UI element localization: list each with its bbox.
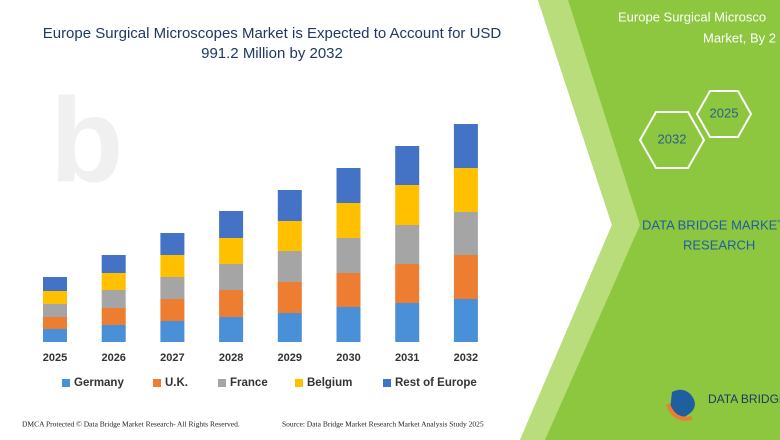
- bar-segment: [101, 290, 126, 308]
- footer: DMCA Protected © Data Bridge Market Rese…: [22, 420, 240, 429]
- legend-swatch: [62, 379, 70, 387]
- x-tick-label: 2027: [160, 352, 184, 364]
- hex-label: 2032: [658, 131, 687, 146]
- brand-text: DATA BRIDGE MARKET: [642, 217, 780, 232]
- brand-text: RESEARCH: [683, 237, 755, 252]
- bar-segment: [336, 203, 361, 238]
- x-tick-label: 2029: [278, 352, 302, 364]
- bar-segment: [160, 233, 185, 255]
- bar-segment: [277, 282, 302, 313]
- bar-segment: [395, 185, 420, 225]
- legend-swatch: [295, 379, 303, 387]
- bar-segment: [160, 321, 185, 342]
- legend-swatch: [153, 379, 161, 387]
- logo-icon: [670, 389, 695, 418]
- hexagon: [638, 111, 706, 169]
- bar-segment: [101, 325, 126, 342]
- x-tick-label: 2031: [395, 352, 419, 364]
- logo-icon: [666, 403, 693, 421]
- bar-segment: [219, 211, 244, 238]
- bar-segment: [395, 146, 420, 185]
- hexagon: [695, 90, 753, 138]
- bar-segment: [277, 313, 302, 342]
- chart-title-line: 991.2 Million by 2032: [201, 45, 343, 62]
- bar-segment: [160, 299, 185, 321]
- bar-segment: [219, 317, 244, 342]
- x-tick-label: 2028: [219, 352, 243, 364]
- bar-segment: [395, 303, 420, 342]
- bar-segment: [43, 317, 67, 329]
- bar-segment: [277, 221, 302, 251]
- bar-segment: [101, 308, 126, 325]
- bar-segment: [219, 290, 244, 317]
- legend-swatch: [218, 379, 226, 387]
- bar-segment: [395, 225, 420, 264]
- x-tick-label: 2030: [336, 352, 360, 364]
- x-tick-label: 2032: [454, 352, 478, 364]
- bar-segment: [219, 238, 244, 264]
- bar-segment: [160, 277, 185, 299]
- bar-segment: [101, 255, 126, 273]
- side-title: Market, By 2: [703, 30, 776, 45]
- legend-label: U.K.: [165, 377, 188, 389]
- legend-label: Rest of Europe: [395, 377, 477, 389]
- bar-segment: [336, 168, 361, 203]
- bar-segment: [277, 251, 302, 282]
- legend-label: Germany: [74, 377, 124, 389]
- legend-label: France: [230, 377, 268, 389]
- side-title: Europe Surgical Microsco: [618, 9, 766, 24]
- bar-segment: [336, 307, 361, 342]
- bar-segment: [336, 238, 361, 273]
- bar-segment: [43, 304, 67, 317]
- x-tick-label: 2026: [101, 352, 125, 364]
- bar-segment: [101, 273, 126, 290]
- bar-segment: [43, 291, 67, 304]
- watermark: b: [50, 74, 123, 208]
- footer: Source: Data Bridge Market Research Mark…: [282, 420, 484, 429]
- bar-segment: [395, 264, 420, 303]
- side-panel-edge: [520, 0, 640, 440]
- bar-segment: [453, 255, 478, 299]
- hex-label: 2025: [710, 105, 739, 120]
- legend-label: Belgium: [307, 377, 352, 389]
- legend-swatch: [383, 379, 391, 387]
- logo-text: DATA BRIDGE: [708, 392, 780, 406]
- bar-segment: [43, 329, 67, 342]
- chart-title: Europe Surgical Microscopes Market is Ex…: [43, 25, 502, 42]
- bar-segment: [453, 212, 478, 255]
- x-tick-label: 2025: [43, 352, 67, 364]
- bar-segment: [336, 273, 361, 307]
- bar-segment: [453, 124, 478, 168]
- bar-segment: [277, 190, 302, 221]
- bar-segment: [453, 168, 478, 212]
- bar-segment: [453, 299, 478, 342]
- bar-segment: [160, 255, 185, 277]
- bar-segment: [219, 264, 244, 290]
- bar-segment: [43, 277, 67, 291]
